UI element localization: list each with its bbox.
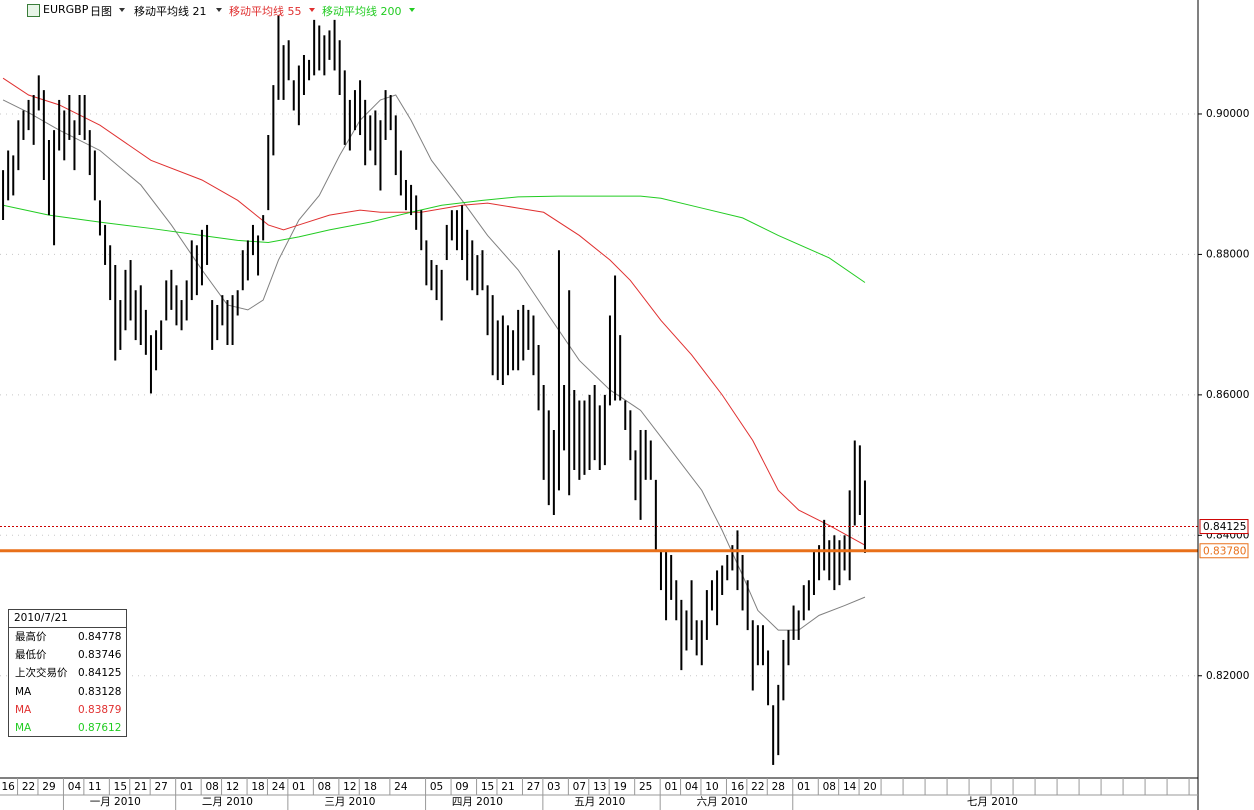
info-row: MA 0.83128: [9, 683, 126, 701]
price-label: 0.84125: [1203, 521, 1246, 533]
x-tick-label: 22: [751, 781, 764, 793]
x-tick-label: 25: [639, 781, 652, 793]
x-tick-label: 19: [613, 781, 626, 793]
x-tick-label: 04: [685, 781, 699, 793]
x-tick-label: 01: [797, 781, 810, 793]
x-tick-label: 01: [292, 781, 305, 793]
info-panel: 2010/7/21 最高价 0.84778 最低价 0.83746 上次交易价 0.841…: [8, 609, 127, 737]
x-tick-label: 27: [527, 781, 540, 793]
x-tick-label: 20: [863, 781, 876, 793]
info-value: 0.83879: [78, 703, 122, 716]
info-label: MA: [15, 703, 32, 716]
x-tick-label: 08: [318, 781, 331, 793]
info-value: 0.87612: [78, 721, 122, 734]
month-label: 六月 2010: [697, 796, 748, 808]
x-tick-label: 14: [843, 781, 857, 793]
x-tick-label: 12: [343, 781, 356, 793]
timeframe[interactable]: 日图: [90, 5, 112, 18]
info-date: 2010/7/21: [9, 610, 126, 628]
x-tick-label: 01: [664, 781, 677, 793]
info-row: 上次交易价 0.84125: [9, 664, 126, 682]
month-label: 一月 2010: [90, 796, 141, 808]
x-tick-label: 18: [251, 781, 264, 793]
x-tick-label: 24: [272, 781, 286, 793]
info-value: 0.84778: [78, 631, 122, 643]
symbol[interactable]: EURGBP: [43, 3, 89, 16]
y-tick-label: 0.82000: [1206, 670, 1249, 682]
price-label-box: [1199, 519, 1249, 535]
legend-entry[interactable]: 移动平均线 55: [229, 5, 302, 18]
y-tick-label: 0.88000: [1206, 248, 1249, 260]
info-value: 0.83128: [78, 685, 122, 698]
info-row: MA 0.87612: [9, 719, 126, 737]
dropdown-arrow[interactable]: [309, 8, 315, 12]
x-tick-label: 01: [180, 781, 193, 793]
legend-entry[interactable]: 移动平均线 21: [134, 5, 207, 18]
x-tick-label: 11: [88, 781, 101, 793]
price-label-box: [1199, 543, 1249, 559]
x-tick-label: 15: [481, 781, 494, 793]
info-value: 0.83746: [78, 649, 122, 662]
x-tick-label: 27: [154, 781, 167, 793]
dropdown-arrow[interactable]: [216, 8, 222, 12]
x-tick-label: 21: [134, 781, 147, 793]
x-tick-label: 03: [547, 781, 560, 793]
x-tick-label: 16: [731, 781, 745, 793]
x-tick-label: 04: [68, 781, 82, 793]
y-tick-label: 0.86000: [1206, 389, 1249, 401]
x-tick-label: 22: [22, 781, 35, 793]
x-tick-label: 09: [455, 781, 468, 793]
info-row: 最高价 0.84778: [9, 628, 126, 646]
symbol-icon[interactable]: [27, 4, 40, 17]
x-tick-label: 16: [1, 781, 15, 793]
x-tick-label: 21: [501, 781, 514, 793]
dropdown-arrow[interactable]: [119, 8, 125, 12]
dropdown-arrow[interactable]: [409, 8, 415, 12]
info-label: 最高价: [15, 631, 47, 643]
month-label: 四月 2010: [452, 796, 503, 808]
header-bar: EURGBP 日图 移动平均线 21 移动平均线 55 移动平均线 200: [0, 0, 440, 20]
x-tick-label: 15: [114, 781, 127, 793]
month-label: 七月 2010: [967, 796, 1018, 808]
x-tick-label: 12: [226, 781, 239, 793]
info-label: MA: [15, 685, 32, 698]
month-label: 二月 2010: [202, 796, 253, 808]
x-tick-label: 24: [394, 781, 408, 793]
month-label: 五月 2010: [574, 796, 625, 808]
info-label: 最低价: [15, 649, 47, 662]
x-tick-label: 05: [430, 781, 443, 793]
info-label: MA: [15, 721, 32, 734]
x-tick-label: 18: [364, 781, 377, 793]
x-tick-label: 13: [593, 781, 606, 793]
month-label: 三月 2010: [324, 796, 375, 808]
x-tick-label: 07: [573, 781, 586, 793]
info-row: 最低价 0.83746: [9, 646, 126, 664]
legend-entry[interactable]: 移动平均线 200: [322, 5, 402, 18]
info-label: 上次交易价: [15, 667, 68, 680]
info-value: 0.84125: [78, 667, 122, 680]
x-tick-label: 28: [772, 781, 785, 793]
moving-average-line: [2, 77, 866, 546]
x-tick-label: 29: [42, 781, 55, 793]
price-label: 0.83780: [1203, 545, 1246, 557]
moving-average-line: [2, 195, 866, 283]
x-tick-label: 10: [705, 781, 718, 793]
x-tick-label: 08: [823, 781, 836, 793]
info-row: MA 0.83879: [9, 701, 126, 719]
x-tick-label: 08: [205, 781, 218, 793]
info-rows: 最高价 0.84778 最低价 0.83746 上次交易价 0.84125 MA 0.8312…: [9, 628, 126, 737]
y-tick-label: 0.90000: [1206, 108, 1249, 120]
